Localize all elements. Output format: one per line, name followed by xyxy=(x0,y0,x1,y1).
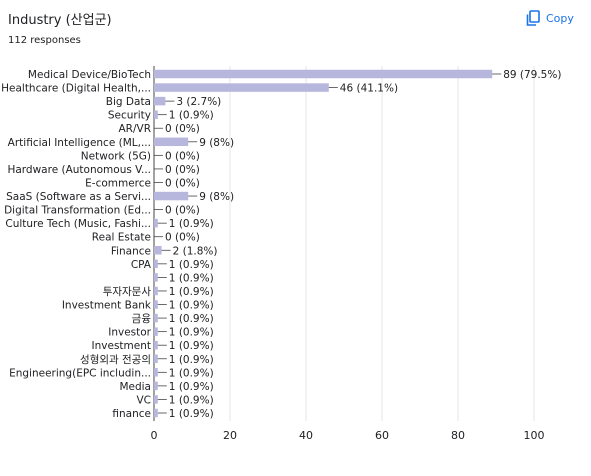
category-label: Engineering(EPC includin... xyxy=(9,367,151,379)
bar xyxy=(154,286,158,296)
value-label: 0 (0%) xyxy=(165,205,200,217)
category-label: SaaS (Software as a Servi... xyxy=(6,191,151,203)
value-label: 1 (0.9%) xyxy=(169,408,214,420)
value-label: 1 (0.9%) xyxy=(169,367,214,379)
value-label: 0 (0%) xyxy=(165,123,200,135)
category-label: VC xyxy=(136,394,151,406)
value-label: 1 (0.9%) xyxy=(169,259,214,271)
category-label: Real Estate xyxy=(92,232,151,244)
category-label: 성형외과 전공의 xyxy=(80,354,151,366)
value-label: 2 (1.8%) xyxy=(173,245,218,257)
category-label: Big Data xyxy=(106,96,151,108)
bar xyxy=(154,137,189,147)
copy-label: Copy xyxy=(546,11,574,25)
value-label: 1 (0.9%) xyxy=(169,272,214,284)
value-label: 1 (0.9%) xyxy=(169,340,214,352)
x-tick-label: 80 xyxy=(451,429,465,442)
bar xyxy=(154,218,158,228)
bar xyxy=(154,368,158,377)
category-label: Medical Device/BioTech xyxy=(28,69,151,81)
value-label: 46 (41.1%) xyxy=(340,83,398,95)
value-label: 1 (0.9%) xyxy=(169,381,214,393)
value-label: 9 (8%) xyxy=(199,137,234,149)
category-label: Healthcare (Digital Health,... xyxy=(1,83,151,95)
value-label: 0 (0%) xyxy=(165,177,200,189)
value-label: 1 (0.9%) xyxy=(169,300,214,312)
category-label: E-commerce xyxy=(85,177,151,189)
copy-icon xyxy=(526,9,540,27)
x-tick-label: 60 xyxy=(375,429,389,442)
category-label: Digital Transformation (Ed... xyxy=(4,205,151,217)
category-label: Culture Tech (Music, Fashi... xyxy=(5,218,151,230)
category-label: 금융 xyxy=(132,313,152,325)
bar xyxy=(154,246,162,255)
bar xyxy=(154,313,158,323)
category-label: 투자자문사 xyxy=(103,286,152,298)
response-count: 112 responses xyxy=(8,35,81,46)
bar xyxy=(154,273,158,282)
bar xyxy=(154,340,158,350)
bar xyxy=(154,408,158,418)
x-tick-label: 40 xyxy=(299,429,313,442)
bar xyxy=(154,83,329,92)
value-label: 9 (8%) xyxy=(199,191,234,203)
category-label: Finance xyxy=(111,245,151,257)
bar xyxy=(154,96,166,106)
x-tick-label: 100 xyxy=(524,429,545,442)
value-label: 0 (0%) xyxy=(165,164,200,176)
category-label: Artificial Intelligence (ML,... xyxy=(8,137,151,149)
category-label: finance xyxy=(112,408,151,420)
category-label: Investment Bank xyxy=(62,300,152,312)
value-label: 1 (0.9%) xyxy=(169,313,214,325)
x-tick-label: 0 xyxy=(151,429,158,442)
category-label: AR/VR xyxy=(119,123,152,135)
bar xyxy=(154,300,158,309)
bar xyxy=(154,259,158,269)
value-label: 89 (79.5%) xyxy=(503,69,561,81)
bar xyxy=(154,395,158,404)
bar xyxy=(154,110,158,119)
x-tick-label: 20 xyxy=(223,429,237,442)
value-label: 1 (0.9%) xyxy=(169,354,214,366)
category-label: CPA xyxy=(131,259,152,271)
chart-title: Industry (산업군) xyxy=(8,13,112,28)
value-label: 1 (0.9%) xyxy=(169,394,214,406)
category-label: Media xyxy=(119,381,151,393)
category-label: Security xyxy=(108,110,151,122)
bar xyxy=(154,327,158,336)
bar xyxy=(154,354,158,364)
bar xyxy=(154,381,158,391)
bar xyxy=(154,191,189,201)
bar xyxy=(154,69,493,79)
value-label: 1 (0.9%) xyxy=(169,327,214,339)
category-label: Investment xyxy=(92,340,151,352)
value-label: 3 (2.7%) xyxy=(176,96,221,108)
value-label: 1 (0.9%) xyxy=(169,110,214,122)
value-label: 1 (0.9%) xyxy=(169,218,214,230)
value-label: 0 (0%) xyxy=(165,232,200,244)
value-label: 1 (0.9%) xyxy=(169,286,214,298)
copy-button[interactable]: Copy xyxy=(526,8,574,28)
category-label: Network (5G) xyxy=(81,150,151,162)
category-label: Investor xyxy=(108,327,151,339)
category-label: Hardware (Autonomous V... xyxy=(7,164,151,176)
value-label: 0 (0%) xyxy=(165,150,200,162)
